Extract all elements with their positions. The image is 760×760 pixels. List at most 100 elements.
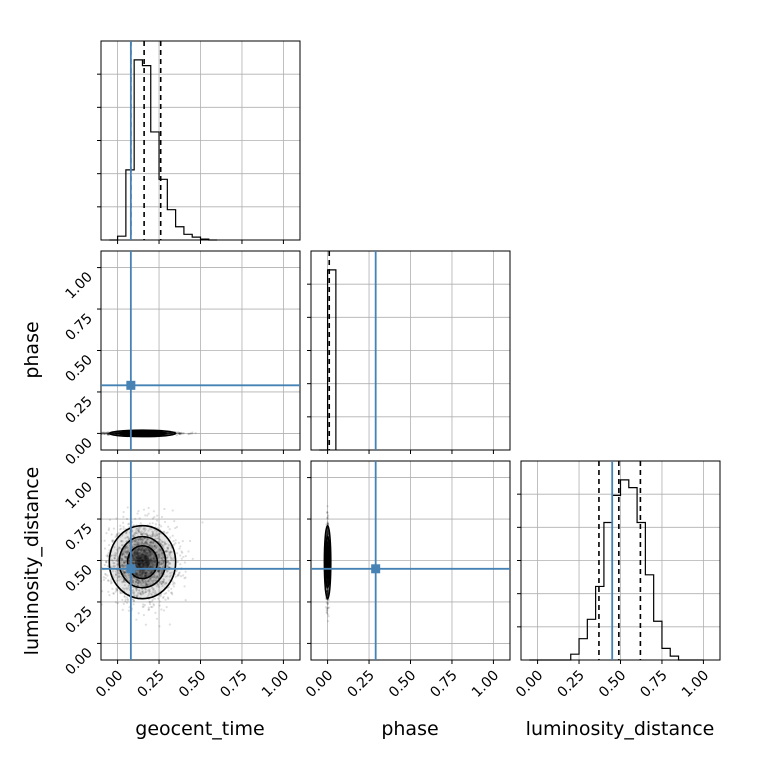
- scatter-point: [127, 584, 130, 588]
- scatter-point: [117, 546, 120, 549]
- scatter-point: [161, 541, 164, 544]
- scatter-point: [326, 516, 329, 520]
- scatter-point: [141, 589, 144, 592]
- scatter-point: [115, 432, 118, 435]
- scatter-point: [137, 557, 140, 560]
- scatter-point: [127, 586, 130, 590]
- panel-hist-luminosity-distance: 0.00 0.25 0.50 0.75 1.00: [513, 460, 721, 701]
- scatter-point: [326, 563, 329, 567]
- scatter-point: [147, 550, 151, 553]
- scatter-point: [168, 432, 171, 435]
- scatter-point: [138, 548, 141, 552]
- scatter-point: [92, 538, 94, 540]
- histogram-step: [109, 59, 218, 241]
- scatter-point: [112, 432, 116, 435]
- scatter-point: [143, 572, 147, 575]
- scatter-point: [141, 564, 145, 567]
- histogram-step: [319, 269, 337, 451]
- scatter-point: [148, 550, 152, 554]
- scatter-point: [326, 591, 329, 594]
- scatter-point: [127, 523, 130, 526]
- scatter-point: [187, 432, 190, 436]
- scatter-point: [326, 578, 329, 582]
- x-tick-label: 1.00: [259, 668, 292, 701]
- scatter-point: [150, 586, 153, 589]
- scatter-point: [326, 533, 329, 536]
- scatter-point: [150, 560, 153, 564]
- scatter-point: [138, 570, 141, 573]
- scatter-point: [152, 541, 155, 544]
- scatter-point: [143, 556, 147, 559]
- scatter-point: [164, 550, 168, 553]
- scatter-point: [146, 534, 149, 537]
- scatter-point: [97, 582, 99, 584]
- scatter-point: [148, 549, 151, 552]
- scatter-point: [137, 557, 140, 560]
- scatter-point: [180, 557, 183, 560]
- scatter-point: [152, 510, 155, 513]
- scatter-point: [158, 563, 161, 566]
- scatter-point: [166, 565, 169, 568]
- scatter-point: [143, 432, 146, 435]
- scatter-point: [150, 541, 154, 544]
- scatter-point: [149, 541, 152, 544]
- scatter-point: [326, 562, 329, 565]
- scatter-point: [132, 599, 136, 603]
- scatter-point: [326, 559, 329, 562]
- scatter-point: [149, 571, 152, 575]
- scatter-point: [140, 537, 144, 541]
- scatter-point: [147, 579, 150, 582]
- scatter-point: [144, 582, 147, 585]
- scatter-point: [326, 532, 329, 535]
- scatter-point: [326, 521, 329, 524]
- scatter-point: [153, 597, 157, 600]
- scatter-points: [101, 429, 197, 438]
- scatter-point: [178, 432, 181, 435]
- scatter-point: [116, 571, 119, 574]
- scatter-point: [121, 540, 124, 543]
- scatter-point: [167, 589, 170, 592]
- scatter-point: [132, 592, 136, 595]
- scatter-point: [111, 540, 114, 544]
- scatter-point: [148, 558, 151, 561]
- scatter-point: [144, 575, 147, 578]
- scatter-point: [326, 620, 330, 623]
- scatter-point: [116, 431, 119, 435]
- scatter-point: [124, 551, 128, 554]
- scatter-point: [131, 544, 134, 547]
- scatter-point: [125, 560, 128, 563]
- scatter-point: [158, 532, 161, 535]
- scatter-point: [143, 572, 147, 575]
- scatter-point: [139, 569, 142, 572]
- scatter-point: [165, 549, 168, 552]
- scatter-point: [165, 605, 168, 609]
- scatter-point: [140, 562, 143, 565]
- scatter-point: [115, 432, 119, 435]
- scatter-point: [142, 508, 146, 511]
- density-fill: [134, 553, 150, 571]
- scatter-point: [149, 541, 152, 544]
- scatter-point: [132, 599, 135, 602]
- scatter-point: [142, 532, 145, 535]
- scatter-point: [139, 556, 143, 559]
- scatter-point: [153, 560, 156, 563]
- scatter-point: [101, 432, 104, 435]
- scatter-point: [167, 597, 170, 600]
- scatter-point: [140, 558, 143, 561]
- scatter-point: [148, 561, 151, 564]
- scatter-point: [132, 581, 135, 584]
- scatter-point: [140, 432, 143, 435]
- scatter-point: [169, 554, 172, 557]
- scatter-point: [120, 539, 123, 543]
- scatter-point: [146, 565, 149, 569]
- scatter-point: [150, 566, 153, 569]
- scatter-point: [121, 570, 124, 573]
- scatter-point: [156, 533, 159, 536]
- scatter-point: [147, 529, 150, 532]
- scatter-point: [124, 556, 127, 559]
- scatter-point: [159, 563, 162, 566]
- scatter-point: [151, 533, 154, 536]
- scatter-point: [137, 562, 140, 565]
- scatter-point: [145, 552, 148, 555]
- scatter-point: [150, 543, 153, 546]
